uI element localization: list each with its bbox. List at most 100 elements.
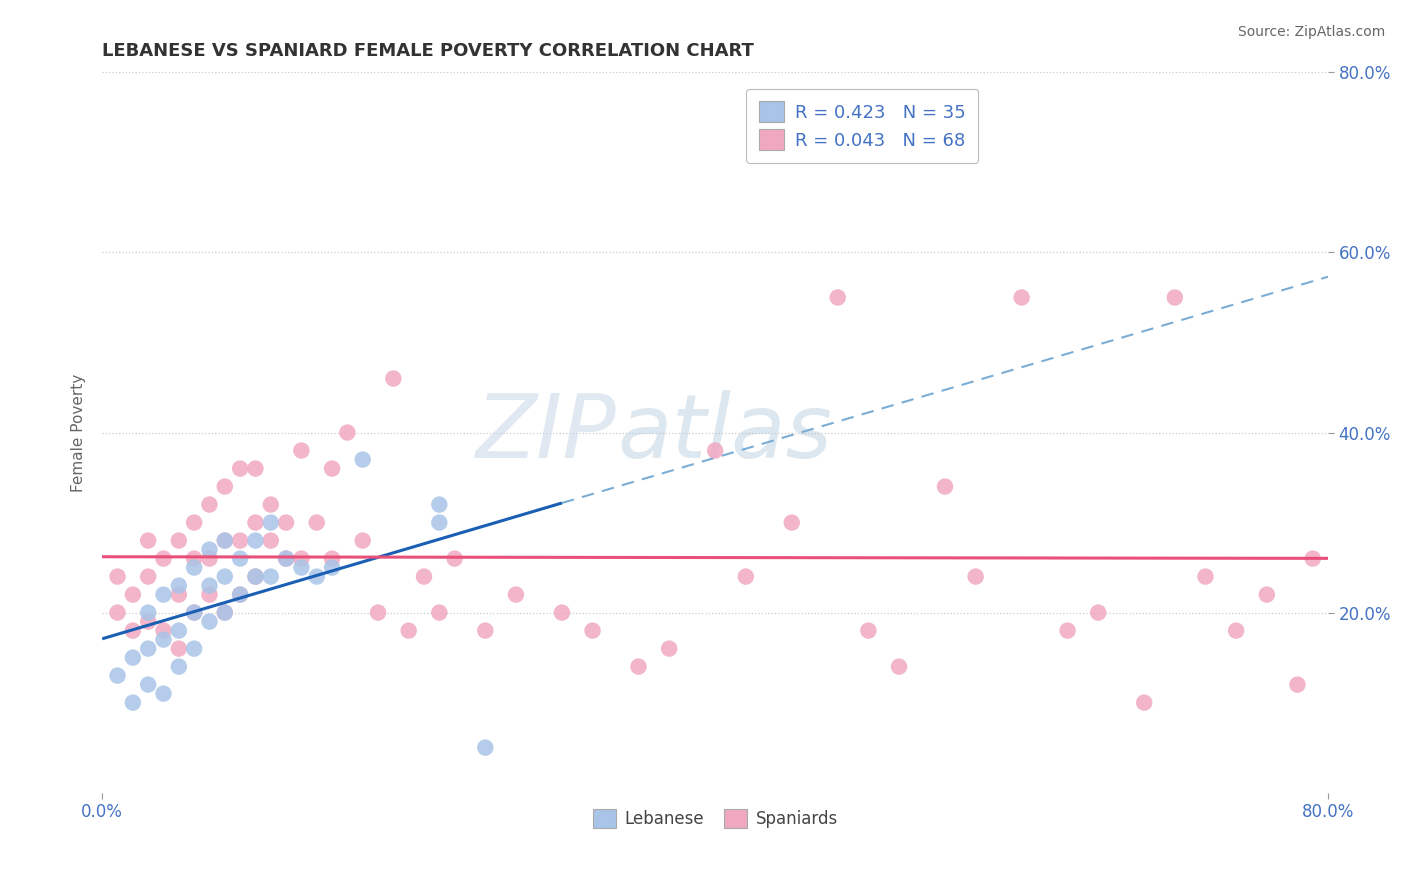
Point xyxy=(198,498,221,512)
Point xyxy=(260,533,283,548)
Point xyxy=(136,533,159,548)
Point xyxy=(152,632,174,647)
Point xyxy=(107,569,129,583)
Point xyxy=(1302,551,1324,566)
Point xyxy=(305,516,328,530)
Point xyxy=(427,498,450,512)
Point xyxy=(229,533,252,548)
Point xyxy=(505,588,527,602)
Point xyxy=(183,641,205,656)
Point xyxy=(214,606,236,620)
Point xyxy=(229,588,252,602)
Point xyxy=(1164,291,1187,305)
Point xyxy=(167,624,190,638)
Point xyxy=(336,425,359,440)
Point xyxy=(107,606,129,620)
Point xyxy=(965,569,987,583)
Point xyxy=(1087,606,1109,620)
Point xyxy=(443,551,465,566)
Point xyxy=(183,560,205,574)
Text: atlas: atlas xyxy=(617,390,832,475)
Point xyxy=(167,578,190,592)
Point xyxy=(198,551,221,566)
Point xyxy=(260,498,283,512)
Point xyxy=(290,551,312,566)
Point xyxy=(290,443,312,458)
Point xyxy=(427,606,450,620)
Point xyxy=(167,659,190,673)
Point xyxy=(198,542,221,557)
Point xyxy=(274,516,297,530)
Point xyxy=(551,606,574,620)
Point xyxy=(167,588,190,602)
Point xyxy=(321,551,343,566)
Point xyxy=(214,606,236,620)
Point xyxy=(1286,678,1309,692)
Point xyxy=(229,588,252,602)
Point xyxy=(274,551,297,566)
Point xyxy=(290,560,312,574)
Point xyxy=(136,678,159,692)
Point xyxy=(858,624,880,638)
Point xyxy=(382,371,405,385)
Point xyxy=(321,560,343,574)
Point xyxy=(305,569,328,583)
Point xyxy=(581,624,603,638)
Point xyxy=(1011,291,1033,305)
Point xyxy=(121,650,143,665)
Point xyxy=(198,578,221,592)
Point xyxy=(934,479,956,493)
Point xyxy=(398,624,420,638)
Point xyxy=(121,624,143,638)
Point xyxy=(136,615,159,629)
Point xyxy=(1133,696,1156,710)
Point xyxy=(1056,624,1078,638)
Point xyxy=(183,606,205,620)
Point xyxy=(136,606,159,620)
Point xyxy=(152,687,174,701)
Point xyxy=(827,291,849,305)
Y-axis label: Female Poverty: Female Poverty xyxy=(72,374,86,491)
Point xyxy=(474,740,496,755)
Point xyxy=(136,641,159,656)
Point xyxy=(1225,624,1247,638)
Point xyxy=(167,641,190,656)
Point xyxy=(245,461,267,475)
Text: ZIP: ZIP xyxy=(477,390,617,475)
Point xyxy=(136,569,159,583)
Point xyxy=(214,479,236,493)
Point xyxy=(367,606,389,620)
Point xyxy=(734,569,756,583)
Point xyxy=(152,551,174,566)
Point xyxy=(427,516,450,530)
Point xyxy=(121,696,143,710)
Point xyxy=(260,569,283,583)
Point xyxy=(704,443,727,458)
Point xyxy=(321,461,343,475)
Point xyxy=(1194,569,1216,583)
Point xyxy=(198,588,221,602)
Point xyxy=(245,569,267,583)
Point xyxy=(183,516,205,530)
Point xyxy=(245,516,267,530)
Point xyxy=(214,569,236,583)
Point xyxy=(167,533,190,548)
Point xyxy=(198,615,221,629)
Point xyxy=(260,516,283,530)
Text: LEBANESE VS SPANIARD FEMALE POVERTY CORRELATION CHART: LEBANESE VS SPANIARD FEMALE POVERTY CORR… xyxy=(103,42,754,60)
Point xyxy=(1256,588,1278,602)
Point xyxy=(780,516,803,530)
Point xyxy=(183,606,205,620)
Legend: Lebanese, Spaniards: Lebanese, Spaniards xyxy=(586,802,845,835)
Point xyxy=(627,659,650,673)
Point xyxy=(274,551,297,566)
Point xyxy=(658,641,681,656)
Point xyxy=(352,533,374,548)
Point xyxy=(352,452,374,467)
Point xyxy=(229,551,252,566)
Point xyxy=(245,569,267,583)
Text: Source: ZipAtlas.com: Source: ZipAtlas.com xyxy=(1237,25,1385,39)
Point xyxy=(152,588,174,602)
Point xyxy=(183,551,205,566)
Point xyxy=(121,588,143,602)
